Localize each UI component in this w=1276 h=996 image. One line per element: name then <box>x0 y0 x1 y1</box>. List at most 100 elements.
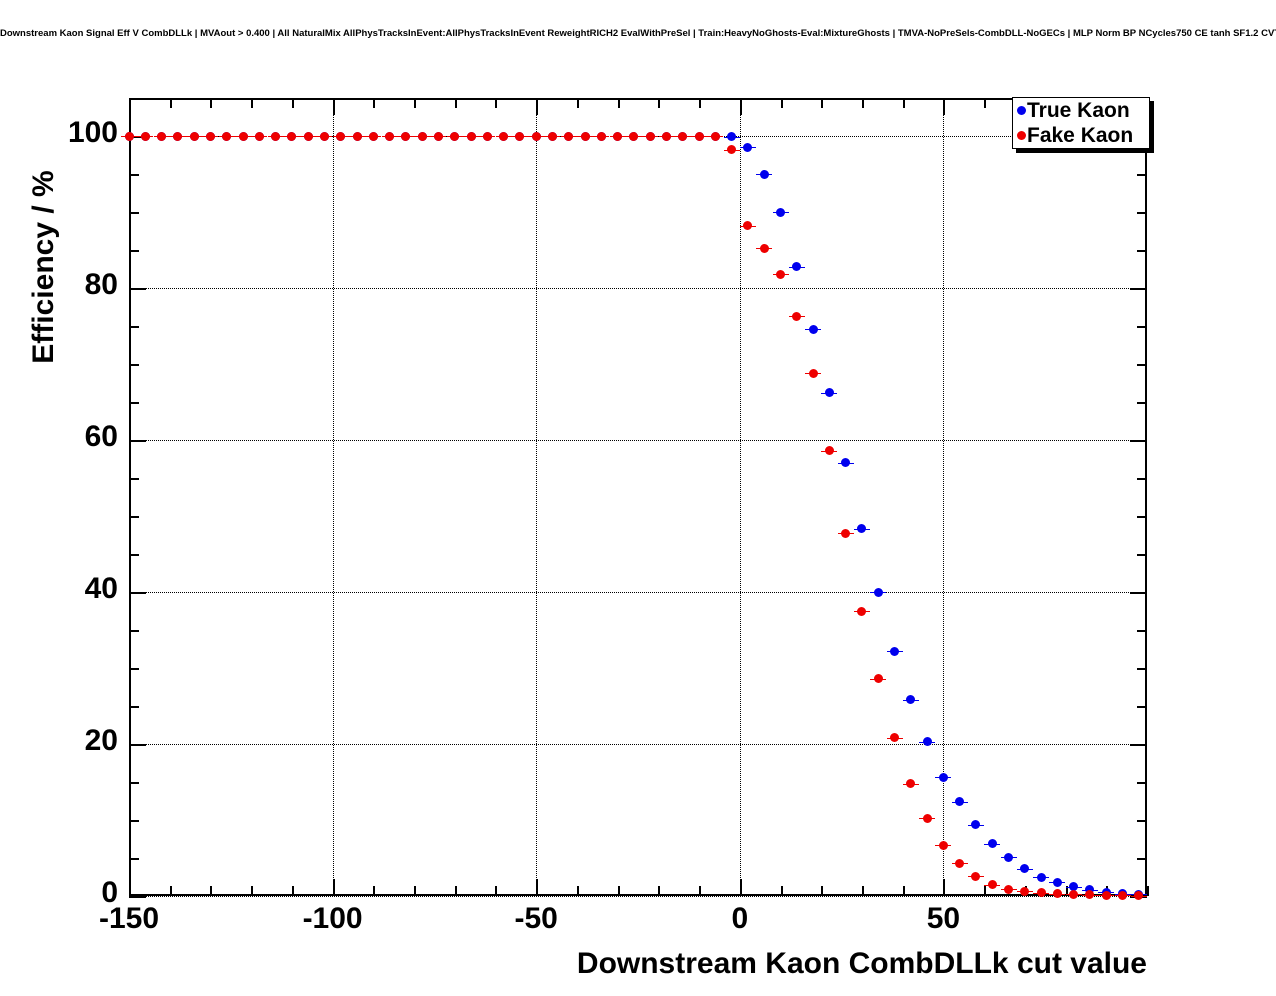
data-point <box>1020 864 1030 874</box>
data-point <box>678 131 688 141</box>
data-point <box>157 131 167 141</box>
x-tick-minor <box>699 886 702 896</box>
data-point <box>1036 888 1046 898</box>
plot-frame <box>129 98 1147 896</box>
y-tick-minor <box>129 364 139 366</box>
legend-marker-icon <box>1017 106 1026 115</box>
x-tick-minor <box>658 886 661 896</box>
legend-entry-fake-kaon[interactable]: Fake Kaon <box>1013 123 1149 148</box>
y-tick-minor <box>129 516 139 518</box>
x-tick-minor <box>902 886 905 896</box>
gridline-vertical <box>536 98 538 896</box>
plot-area <box>121 98 1149 901</box>
y-tick-minor <box>1137 858 1147 860</box>
data-point <box>792 262 802 272</box>
x-tick-minor <box>658 98 661 108</box>
x-tick-major <box>332 879 335 896</box>
data-point <box>824 388 834 398</box>
x-tick-minor <box>454 886 457 896</box>
data-point <box>938 772 948 782</box>
data-point <box>580 131 590 141</box>
data-point <box>450 131 460 141</box>
x-tick-minor <box>210 886 213 896</box>
data-point <box>287 131 297 141</box>
y-axis-title: Efficiency / % <box>27 170 60 364</box>
y-tick-minor <box>1137 402 1147 404</box>
y-tick-major <box>1130 288 1147 290</box>
x-tick-minor <box>984 886 987 896</box>
data-point <box>368 131 378 141</box>
x-tick-major <box>943 98 946 115</box>
y-tick-major <box>129 592 146 594</box>
gridline-horizontal <box>129 592 1147 593</box>
y-tick-label: 80 <box>84 268 118 301</box>
y-tick-minor <box>129 250 139 252</box>
data-point <box>808 368 818 378</box>
legend[interactable]: True Kaon Fake Kaon <box>1012 97 1150 149</box>
x-tick-minor <box>821 886 824 896</box>
data-point <box>824 446 834 456</box>
y-tick-minor <box>1137 478 1147 480</box>
gridline-horizontal <box>129 288 1147 289</box>
gridline-horizontal <box>129 896 1147 897</box>
data-point <box>254 131 264 141</box>
x-tick-major <box>739 98 742 115</box>
data-point <box>727 132 737 142</box>
data-point <box>971 871 981 881</box>
gridline-horizontal <box>129 744 1147 745</box>
legend-entry-true-kaon[interactable]: True Kaon <box>1013 98 1149 123</box>
x-tick-label: -50 <box>514 902 558 935</box>
data-point <box>1085 890 1095 900</box>
x-tick-minor <box>454 98 457 108</box>
x-tick-minor <box>1065 886 1068 896</box>
data-point <box>776 207 786 217</box>
data-point <box>205 131 215 141</box>
data-point <box>303 131 313 141</box>
x-tick-major <box>332 98 335 115</box>
y-tick-minor <box>129 858 139 860</box>
x-tick-major <box>129 879 131 896</box>
y-tick-major <box>129 440 146 442</box>
x-tick-label: 0 <box>731 902 749 935</box>
y-tick-minor <box>1137 554 1147 556</box>
x-tick-minor <box>495 98 498 108</box>
x-axis-title: Downstream Kaon CombDLLk cut value <box>576 947 1147 980</box>
y-tick-minor <box>1137 364 1147 366</box>
x-tick-major <box>943 879 946 896</box>
y-tick-minor <box>129 706 139 708</box>
gridline-horizontal <box>129 440 1147 441</box>
x-tick-minor <box>576 886 579 896</box>
x-tick-minor <box>291 98 294 108</box>
data-point <box>727 145 737 155</box>
y-tick-minor <box>1137 212 1147 214</box>
data-point <box>955 858 965 868</box>
data-point <box>1004 884 1014 894</box>
data-point <box>841 458 851 468</box>
y-tick-major <box>129 288 146 290</box>
data-point <box>987 839 997 849</box>
data-point <box>336 131 346 141</box>
data-point <box>890 733 900 743</box>
x-tick-minor <box>495 886 498 896</box>
data-point <box>433 131 443 141</box>
data-point <box>238 131 248 141</box>
x-tick-minor <box>780 886 783 896</box>
data-point <box>906 779 916 789</box>
x-tick-minor <box>414 98 417 108</box>
data-point <box>694 131 704 141</box>
gridline-vertical <box>943 98 945 896</box>
y-tick-minor <box>129 326 139 328</box>
x-tick-major <box>739 879 742 896</box>
x-tick-minor <box>169 886 172 896</box>
y-tick-label: 40 <box>84 572 118 605</box>
data-point <box>987 880 997 890</box>
gridline-vertical <box>739 98 741 896</box>
x-tick-major <box>129 98 131 115</box>
data-point <box>564 131 574 141</box>
data-point <box>759 243 769 253</box>
y-tick-major <box>129 744 146 746</box>
data-point <box>596 131 606 141</box>
y-tick-minor <box>1137 630 1147 632</box>
data-point <box>759 169 769 179</box>
data-point <box>922 737 932 747</box>
